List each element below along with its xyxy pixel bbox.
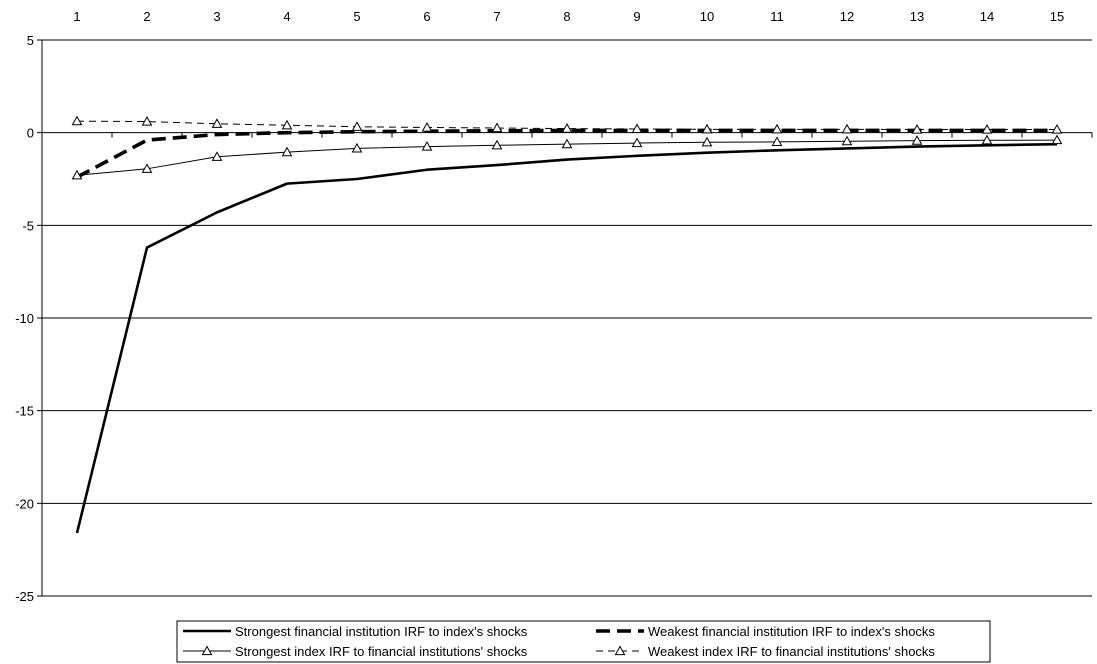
series-markers (71, 115, 1063, 180)
x-tick-label: 3 (213, 9, 220, 24)
series-3-point (841, 135, 853, 146)
x-tick-label: 8 (563, 9, 570, 24)
x-tick-label: 6 (423, 9, 430, 24)
series-4-point (71, 115, 83, 126)
x-tick-label: 4 (283, 9, 290, 24)
x-tick-label: 2 (143, 9, 150, 24)
series-4-point (701, 123, 713, 134)
legend-label: Weakest financial institution IRF to ind… (648, 624, 935, 639)
x-tick-label: 1 (73, 9, 80, 24)
series-3-point (71, 169, 83, 180)
x-tick-label: 15 (1050, 9, 1064, 24)
series-3-point (211, 151, 223, 161)
series-3-point (1051, 134, 1063, 145)
x-tick-label: 12 (840, 9, 854, 24)
series-3-point (631, 137, 643, 148)
legend-label: Strongest index IRF to financial institu… (235, 644, 528, 659)
series-4-point (281, 119, 293, 130)
y-tick-label: -5 (22, 218, 34, 233)
series-3-point (281, 146, 293, 157)
series-3-point (701, 136, 713, 147)
series-4-point (981, 123, 993, 134)
series-3-point (351, 142, 363, 153)
x-tick-label: 13 (910, 9, 924, 24)
series-3-point (491, 139, 503, 150)
series-3-point (561, 138, 573, 149)
series-lines (75, 120, 1058, 534)
legend: Strongest financial institution IRF to i… (176, 620, 991, 663)
legend-label: Weakest index IRF to financial instituti… (648, 644, 935, 659)
x-tick-label: 14 (980, 9, 994, 24)
legend-marker (201, 645, 213, 656)
series-3-point (141, 163, 153, 173)
y-tick-label: 5 (27, 33, 34, 48)
x-tick-label: 9 (633, 9, 640, 24)
series-3-point (771, 136, 783, 147)
x-tick-label: 10 (700, 9, 714, 24)
series-4-point (631, 123, 643, 134)
y-tick-label: -15 (15, 404, 34, 419)
y-tick-label: 0 (27, 126, 34, 141)
y-tick-label: -25 (15, 589, 34, 604)
y-tick-label: -10 (15, 311, 34, 326)
series-4-point (841, 123, 853, 134)
series-4-point (491, 122, 503, 133)
series-line-2 (76, 128, 1057, 179)
series-line-1 (75, 142, 1058, 534)
legend-box (176, 620, 991, 663)
gridlines (42, 39, 1092, 597)
x-tick-label: 11 (770, 9, 784, 24)
series-3-point (911, 135, 923, 145)
series-4-point (421, 121, 433, 132)
series-4-point (561, 123, 573, 133)
series-4-point (911, 123, 923, 134)
series-line-4 (76, 120, 1057, 131)
legend-marker (614, 645, 626, 656)
series-4-point (351, 121, 363, 131)
x-tick-label: 5 (353, 9, 360, 24)
axes: 50-5-10-15-20-251 2 3 4 5 6 7 8 9 10 11 12 13 14 15 (15, 9, 1093, 604)
series-4-point (771, 123, 783, 134)
series-4-point (211, 118, 223, 128)
series-4-point (1051, 123, 1063, 134)
x-tick-label: 7 (493, 9, 500, 24)
series-3-point (981, 134, 993, 145)
y-tick-label: -20 (15, 496, 34, 511)
series-3-point (421, 141, 433, 151)
legend-label: Strongest financial institution IRF to i… (235, 624, 528, 639)
series-4-point (141, 116, 153, 126)
